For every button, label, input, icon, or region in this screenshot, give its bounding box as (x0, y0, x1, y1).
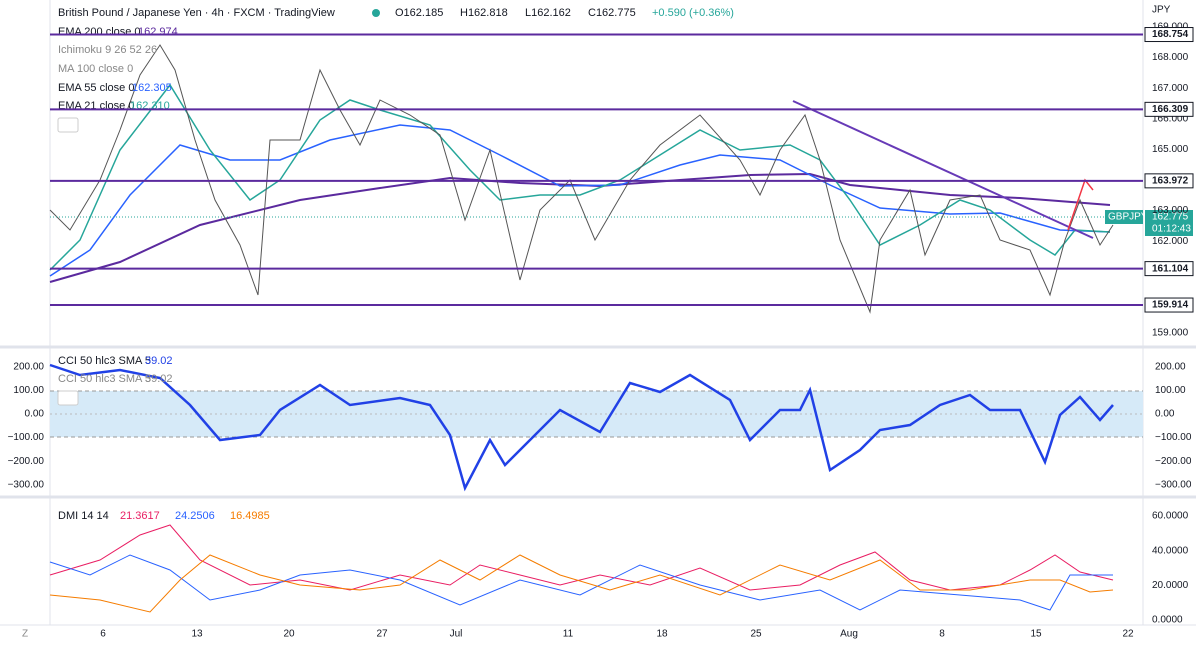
price-tag (1145, 210, 1193, 236)
indicator-value: 162.974 (138, 26, 178, 38)
dmi-plus-value: 24.2506 (175, 510, 215, 522)
date-label: 27 (376, 629, 388, 640)
dmi-adx (49, 524, 1114, 591)
dmi-axis-label: 20.0000 (1152, 580, 1189, 591)
ema-21 (49, 83, 1111, 271)
level-tag (1144, 261, 1194, 277)
symbol-tag (1105, 210, 1143, 224)
ohlc-close: C162.775 (588, 7, 636, 19)
price-axis-label: 168.000 (1152, 52, 1189, 63)
level-tag-text: 168.754 (1152, 29, 1189, 40)
indicator-label: EMA 200 close 0 (58, 26, 141, 38)
cci-axis-label: −200.00 (1155, 456, 1192, 467)
date-label: Jul (450, 629, 463, 640)
level-tag-text: 163.972 (1152, 175, 1189, 186)
cci-axis-label-left: 0.00 (25, 409, 45, 420)
price-tag-text: 162.775 (1152, 212, 1189, 223)
indicator-label: EMA 55 close 0 (58, 82, 134, 94)
ema-200 (49, 172, 1111, 283)
indicator-label: MA 100 close 0 (58, 63, 133, 75)
price-axis-label: 163.000 (1152, 205, 1189, 216)
dmi-axis-label: 40.0000 (1152, 545, 1189, 556)
currency: JPY (1152, 5, 1171, 16)
date-label: 13 (191, 629, 203, 640)
cci-axis-label-left: 100.00 (13, 385, 44, 396)
cci-value-ghost: 39.02 (145, 373, 173, 385)
countdown: 01:12:43 (1152, 224, 1191, 235)
cci-axis-label-left: 200.00 (13, 361, 44, 372)
ohlc-change: +0.590 (+0.36%) (652, 7, 734, 19)
date-label: 15 (1030, 629, 1042, 640)
cci-axis-label: −100.00 (1155, 432, 1192, 443)
level-tag-text: 161.104 (1152, 263, 1189, 274)
level-tag (1144, 27, 1194, 43)
date-label: Aug (840, 629, 858, 640)
cci-legend: CCI 50 hlc3 SMA 5 (58, 355, 151, 367)
date-label: 25 (750, 629, 762, 640)
indicator-label: Ichimoku 9 26 52 26 (58, 44, 157, 56)
dmi-plus (49, 554, 1113, 611)
symbol-tag-text: GBPJPY (1108, 212, 1148, 223)
price-axis-label: 167.000 (1152, 83, 1189, 94)
level-tag (1144, 101, 1194, 117)
cci-value: 39.02 (145, 355, 173, 367)
dmi-minus-value: 16.4985 (230, 510, 270, 522)
date-label: 11 (563, 629, 574, 640)
ohlc-open: O162.185 (395, 7, 443, 19)
market-status (372, 9, 380, 17)
cci-axis-label: −300.00 (1155, 479, 1192, 490)
cci-line (49, 363, 1114, 492)
price-axis-label: 159.000 (1152, 328, 1189, 339)
price-axis-label: 166.000 (1152, 113, 1189, 124)
collapse-button[interactable] (57, 117, 79, 133)
cci-axis-label-left: −200.00 (8, 456, 45, 467)
trend-line (792, 100, 1094, 239)
cci-legend-ghost: CCI 50 hlc3 SMA 5 (58, 373, 151, 385)
date-label: 22 (1122, 629, 1134, 640)
collapse-button[interactable] (57, 390, 79, 406)
level-tag (1144, 297, 1194, 313)
dmi-adx-value: 21.3617 (120, 510, 160, 522)
cci-axis-label: 200.00 (1155, 361, 1186, 372)
price-axis-label: 162.000 (1152, 236, 1189, 247)
dmi-axis-label: 0.0000 (1152, 615, 1183, 626)
ohlc-low: L162.162 (525, 7, 571, 19)
symbol-title: British Pound / Japanese Yen · 4h · FXCM… (58, 7, 335, 19)
date-label: 8 (939, 629, 945, 640)
date-label: 6 (100, 629, 106, 640)
level-tag-text: 166.309 (1152, 104, 1189, 115)
date-label: 20 (283, 629, 295, 640)
ema-55 (49, 124, 1111, 277)
indicator-value: 162.305 (132, 82, 172, 94)
cci-axis-label-left: −100.00 (8, 432, 45, 443)
dmi-minus (49, 554, 1114, 613)
cci-axis-label-left: −300.00 (8, 479, 45, 490)
dmi-axis-label: 60.0000 (1152, 511, 1189, 522)
level-tag (1144, 173, 1194, 189)
ohlc-high: H162.818 (460, 7, 508, 19)
date-label: 18 (656, 629, 668, 640)
cci-axis-label: 0.00 (1155, 409, 1175, 420)
dmi-legend: DMI 14 14 (58, 510, 109, 522)
price-axis-label: 165.000 (1152, 144, 1189, 155)
cci-axis-label: 100.00 (1155, 385, 1186, 396)
timezone-button[interactable]: Z (22, 629, 28, 640)
level-tag-text: 159.914 (1152, 300, 1189, 311)
